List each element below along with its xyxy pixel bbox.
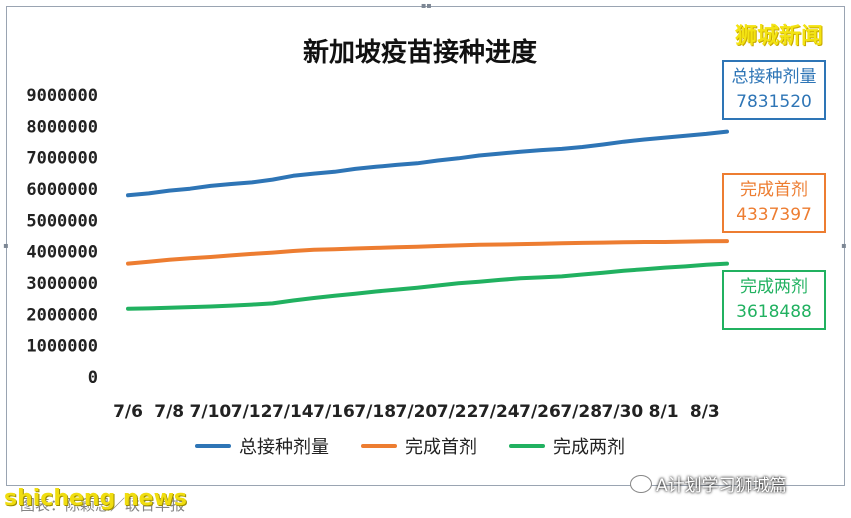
series-line-0	[126, 129, 729, 198]
y-tick-label: 4000000	[26, 243, 98, 263]
x-tick-label: 7/20	[396, 402, 438, 422]
legend-label-first-dose: 完成首剂	[405, 437, 477, 458]
callout-total-doses-label: 总接种剂量	[731, 67, 817, 87]
wechat-icon	[630, 474, 652, 493]
legend-swatch-total-doses	[195, 444, 231, 448]
resize-handle-right[interactable]: ▪	[841, 241, 847, 250]
y-tick-label: 3000000	[26, 274, 98, 294]
callout-total-doses: 总接种剂量 7831520	[722, 60, 826, 120]
y-tick-label: 5000000	[26, 211, 98, 231]
x-tick-label: 7/18	[354, 402, 396, 422]
wechat-credit-label: A计划学习狮城篇	[656, 476, 787, 496]
x-tick-label: 7/24	[478, 402, 520, 422]
x-tick-label: 7/14	[272, 402, 314, 422]
callout-two-doses-value: 3618488	[736, 302, 812, 322]
x-tick-label: 7/6	[113, 402, 143, 422]
x-tick-label: 8/3	[690, 402, 720, 422]
chart-legend: 总接种剂量 完成首剂 完成两剂	[195, 434, 715, 458]
x-tick-label: 7/16	[313, 402, 355, 422]
series-line-1	[126, 239, 729, 266]
x-tick-label: 7/22	[437, 402, 479, 422]
y-tick-label: 1000000	[26, 337, 98, 357]
x-tick-label: 7/26	[519, 402, 561, 422]
x-tick-label: 7/12	[231, 402, 273, 422]
callout-first-dose: 完成首剂 4337397	[722, 173, 826, 233]
resize-handle-top[interactable]: ▪▪	[421, 1, 432, 10]
x-tick-label: 7/10	[190, 402, 232, 422]
y-tick-label: 9000000	[26, 86, 98, 106]
x-tick-label: 7/30	[602, 402, 644, 422]
caption-text: 图表：陈颖思／联合早报	[20, 496, 186, 514]
legend-swatch-first-dose	[361, 444, 397, 448]
callout-two-doses-label: 完成两剂	[740, 277, 808, 297]
callout-first-dose-value: 4337397	[736, 205, 812, 225]
y-tick-label: 8000000	[26, 117, 98, 137]
brand-logo: 狮城新闻	[735, 24, 824, 49]
legend-label-two-doses: 完成两剂	[553, 437, 625, 458]
y-tick-label: 0	[88, 368, 98, 388]
resize-handle-left[interactable]: ▪	[3, 241, 9, 250]
y-tick-label: 6000000	[26, 180, 98, 200]
y-tick-label: 7000000	[26, 149, 98, 169]
x-tick-label: 7/8	[154, 402, 184, 422]
legend-item-two-doses: 完成两剂	[509, 433, 625, 459]
wechat-credit: A计划学习狮城篇	[630, 471, 787, 496]
legend-item-first-dose: 完成首剂	[361, 433, 477, 459]
callout-total-doses-value: 7831520	[736, 92, 812, 112]
legend-item-total-doses: 总接种剂量	[195, 433, 329, 459]
chart-title: 新加坡疫苗接种进度	[302, 38, 537, 68]
y-tick-label: 2000000	[26, 305, 98, 325]
watermark-text: shicheng news	[4, 486, 187, 511]
x-tick-label: 8/1	[649, 402, 679, 422]
callout-first-dose-label: 完成首剂	[740, 180, 808, 200]
callout-two-doses: 完成两剂 3618488	[722, 270, 826, 330]
series-line-2	[126, 261, 729, 311]
x-tick-label: 7/28	[560, 402, 602, 422]
legend-label-total-doses: 总接种剂量	[239, 437, 329, 458]
legend-swatch-two-doses	[509, 444, 545, 448]
